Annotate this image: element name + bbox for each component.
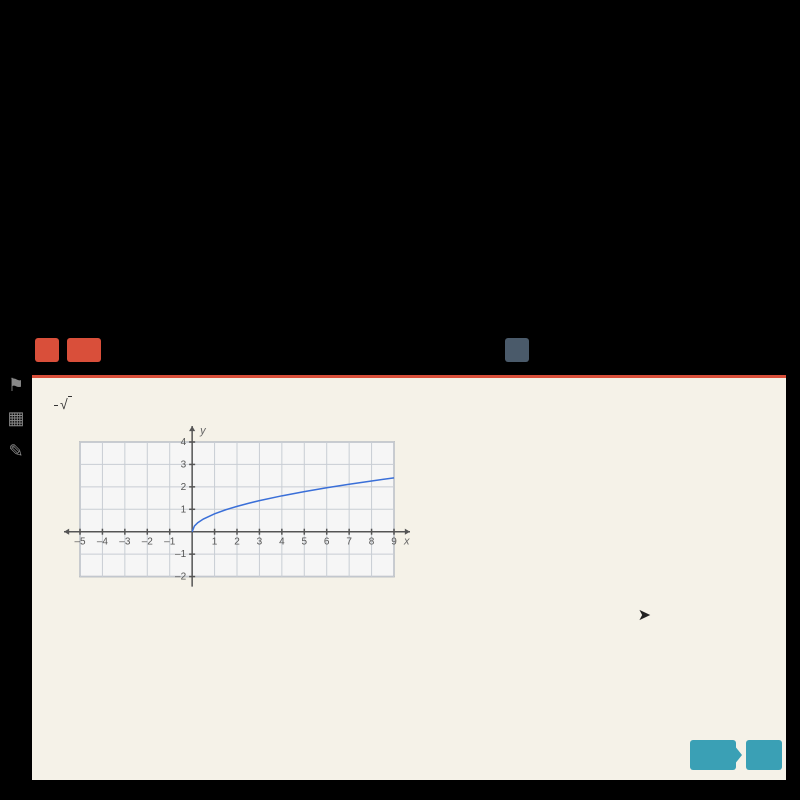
- svg-text:–4: –4: [97, 537, 109, 548]
- svg-text:–1: –1: [175, 549, 187, 560]
- footer-buttons: [644, 740, 782, 770]
- graph-container: –5 –4 –3 –2 –1 1 2 3 4 5 6 7 8 9 –2 –1 1 2 3 4 y x: [52, 424, 422, 704]
- svg-text:1: 1: [212, 537, 218, 548]
- module-label: [0, 268, 8, 272]
- test-header: [35, 285, 53, 303]
- question-nav: [35, 338, 780, 362]
- next-button[interactable]: [690, 740, 736, 770]
- svg-text:7: 7: [346, 537, 352, 548]
- next-question-nav-button[interactable]: [505, 338, 529, 362]
- frac-den: [54, 406, 58, 407]
- test-subtitle: [35, 288, 53, 303]
- flag-icon[interactable]: ⚑: [8, 375, 24, 396]
- question-right-column: [447, 396, 766, 780]
- svg-text:2: 2: [234, 537, 240, 548]
- submit-button[interactable]: [746, 740, 782, 770]
- svg-text:2: 2: [181, 482, 187, 493]
- save-exit-button[interactable]: [644, 740, 680, 770]
- content-panel: √ –5–4–3–2–1123456789–2–11234yx ➤: [32, 375, 786, 780]
- pencil-icon[interactable]: ✎: [8, 441, 23, 462]
- sqrt: √: [60, 396, 72, 412]
- svg-text:–1: –1: [164, 537, 176, 548]
- question-prompt: √: [52, 396, 422, 412]
- svg-text:–2: –2: [142, 537, 154, 548]
- prev-question-button[interactable]: [35, 338, 59, 362]
- svg-text:9: 9: [391, 537, 397, 548]
- svg-text:5: 5: [302, 537, 308, 548]
- svg-text:–3: –3: [119, 537, 131, 548]
- svg-text:1: 1: [181, 504, 187, 515]
- svg-text:y: y: [199, 425, 207, 437]
- svg-text:8: 8: [369, 537, 375, 548]
- radicand: [68, 396, 72, 397]
- svg-text:3: 3: [257, 537, 263, 548]
- svg-text:x: x: [403, 536, 410, 548]
- fraction: [54, 404, 58, 407]
- svg-text:4: 4: [279, 537, 285, 548]
- function-graph: –5 –4 –3 –2 –1 1 2 3 4 5 6 7 8 9 –2 –1 1 2 3 4 y x: [62, 424, 412, 704]
- question-left-column: √ –5 –4 –3 –2 –1 1 2 3 4 5 6 7 8 9 –2 –1 1 2 3 4 y x: [52, 396, 422, 780]
- svg-text:6: 6: [324, 537, 330, 548]
- svg-text:3: 3: [181, 459, 187, 470]
- question-number-badge[interactable]: [67, 338, 101, 362]
- svg-text:–2: –2: [175, 572, 187, 583]
- svg-text:–5: –5: [74, 537, 86, 548]
- calculator-icon[interactable]: ▦: [7, 408, 24, 429]
- side-toolbar: ⚑ ▦ ✎: [2, 375, 30, 462]
- radical-symbol: √: [60, 396, 68, 412]
- panel-footer: [32, 740, 786, 770]
- svg-text:4: 4: [181, 437, 187, 448]
